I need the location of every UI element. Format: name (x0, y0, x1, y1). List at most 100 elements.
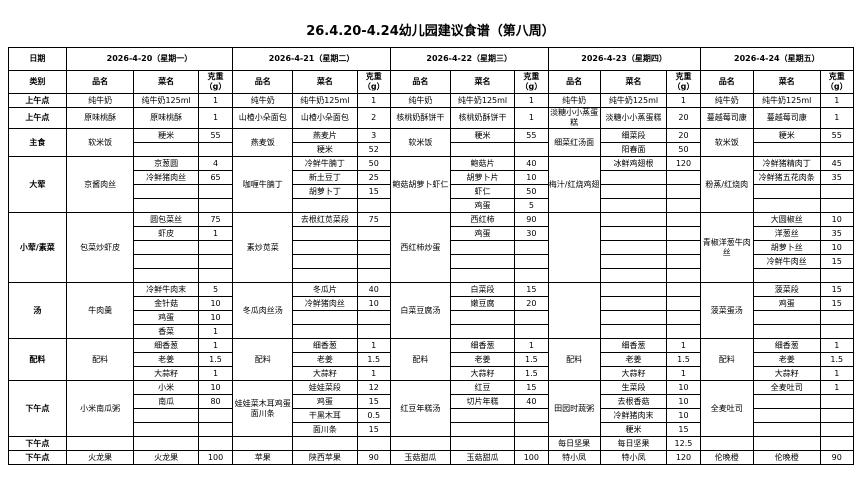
item-header: 菜名 (292, 70, 358, 94)
weight-cell: 10 (819, 212, 854, 227)
item-cell (752, 394, 821, 409)
item-cell (292, 226, 358, 241)
item-cell: 大蒜籽 (752, 366, 821, 381)
category-cell: 上午点 (8, 107, 67, 129)
item-cell (133, 268, 199, 283)
weight-cell (819, 436, 854, 451)
item-cell: 小米 (133, 380, 199, 395)
weight-cell: 2 (356, 107, 391, 129)
dish-cell: 蔓越莓司康 (699, 107, 754, 129)
dish-cell: 配料 (65, 338, 135, 381)
weight-cell: 4 (197, 156, 234, 171)
item-cell (292, 240, 358, 255)
weight-cell: 1 (197, 324, 234, 339)
dish-cell (699, 436, 754, 451)
dish-cell: 细菜红汤面 (547, 128, 601, 157)
weight-cell (666, 212, 701, 227)
weight-cell: 10 (666, 394, 701, 409)
item-cell: 淡糖小小蒸蛋糕 (599, 107, 668, 129)
item-cell (599, 184, 668, 199)
weight-cell: 0.5 (356, 408, 391, 423)
item-cell: 娃娃菜段 (292, 380, 358, 395)
table-row (9, 268, 854, 283)
item-cell: 大蒜籽 (449, 366, 516, 381)
dish-cell: 淡糖小小蒸蛋糕 (547, 107, 601, 129)
category-cell: 配料 (8, 338, 67, 381)
item-cell (752, 422, 821, 437)
dish-cell: 粉蒸/红烧肉 (699, 156, 754, 213)
weight-cell: 1 (197, 366, 234, 381)
weight-cell: 15 (514, 380, 549, 395)
weight-cell: 120 (666, 450, 701, 465)
category-cell: 主食 (8, 128, 67, 157)
category-cell: 小荤/素菜 (8, 212, 67, 283)
day-date: 2026-4-23（星期四） (547, 47, 701, 71)
weight-cell: 1 (666, 338, 701, 353)
weight-cell (197, 240, 234, 255)
item-cell: 鸡蛋 (133, 310, 199, 325)
table-row: 大荤 京酱肉丝 京葱圆 4 咖喱牛腩丁 冷鲜牛腩丁 50 鲍菇胡萝卜虾仁 鲍菇片 40 梅汁/红烧鸡… (8, 156, 854, 213)
item-cell (133, 184, 199, 199)
item-cell (449, 324, 516, 339)
item-header: 菜名 (133, 70, 199, 94)
dish-cell: 京酱肉丝 (65, 156, 135, 213)
category-header: 类别 (8, 70, 67, 94)
weight-cell (356, 268, 391, 283)
table-row: 虾皮 1 鸡蛋 30 洋葱丝 35 (9, 226, 854, 241)
item-cell: 鸡蛋 (292, 394, 358, 409)
weight-cell: 10 (197, 380, 234, 395)
item-cell (599, 324, 668, 339)
item-cell: 洋葱丝 (752, 226, 821, 241)
dish-cell: 配料 (389, 338, 451, 381)
weight-cell (514, 142, 549, 157)
weight-cell: 10 (819, 240, 854, 255)
weight-cell: 15 (356, 394, 391, 409)
item-cell (599, 296, 668, 311)
weight-cell (819, 408, 854, 423)
item-cell: 玉菇甜瓜 (449, 450, 516, 465)
dish-cell: 特小凤 (547, 450, 601, 465)
weight-cell (356, 324, 391, 339)
weight-cell (356, 310, 391, 325)
category-cell: 下午点 (8, 450, 67, 465)
weight-cell: 50 (514, 184, 549, 199)
weight-cell: 55 (514, 128, 549, 143)
item-cell: 胡萝卜丝 (752, 240, 821, 255)
item-cell: 冷鲜牛腩丁 (292, 156, 358, 171)
dish-cell: 小米南瓜粥 (65, 380, 135, 437)
item-cell (752, 436, 821, 451)
category-cell: 大荤 (8, 156, 67, 213)
date-row: 日期 2026-4-20（星期一） 2026-4-21（星期二） 2026-4-22（… (8, 47, 855, 71)
item-cell (449, 422, 516, 437)
item-cell: 香菜 (133, 324, 199, 339)
dish-cell: 配料 (699, 338, 754, 381)
table-row: 鸡蛋 5 (9, 198, 854, 213)
weight-cell: 1 (819, 93, 854, 108)
weight-cell: 50 (356, 156, 391, 171)
item-cell: 老姜 (599, 352, 668, 367)
item-cell: 每日坚果 (599, 436, 668, 451)
weight-cell: 1 (197, 93, 234, 108)
item-cell: 冰鲜鸡翅根 (599, 156, 668, 171)
item-cell: 全麦吐司 (752, 380, 821, 395)
dish-cell: 纯牛奶 (65, 93, 135, 108)
item-cell (449, 142, 516, 157)
dish-cell (547, 212, 601, 283)
weight-cell: 1.5 (356, 352, 391, 367)
item-cell (292, 254, 358, 269)
table-row: 下午点 每日坚果 每日坚果 12.5 (8, 436, 854, 451)
item-cell: 纯牛奶125ml (599, 93, 668, 108)
dish-cell (65, 436, 135, 451)
weight-cell: 15 (819, 296, 854, 311)
item-cell: 冬瓜片 (292, 282, 358, 297)
weight-cell: 75 (197, 212, 234, 227)
item-cell: 伦晚橙 (752, 450, 821, 465)
dish-cell (389, 436, 451, 451)
item-cell: 鲍菇片 (449, 156, 516, 171)
weight-cell: 5 (514, 198, 549, 213)
item-cell: 白菜段 (449, 282, 516, 297)
dish-header: 品名 (65, 70, 135, 94)
table-row: 主食 软米饭 粳米 55 燕麦饭 燕麦片 3 软米饭 粳米 55 细菜红汤面 细菜段 20 软米饭 粳米 55 (8, 128, 854, 157)
item-cell: 去根香菇 (599, 394, 668, 409)
item-cell: 细香葱 (599, 338, 668, 353)
